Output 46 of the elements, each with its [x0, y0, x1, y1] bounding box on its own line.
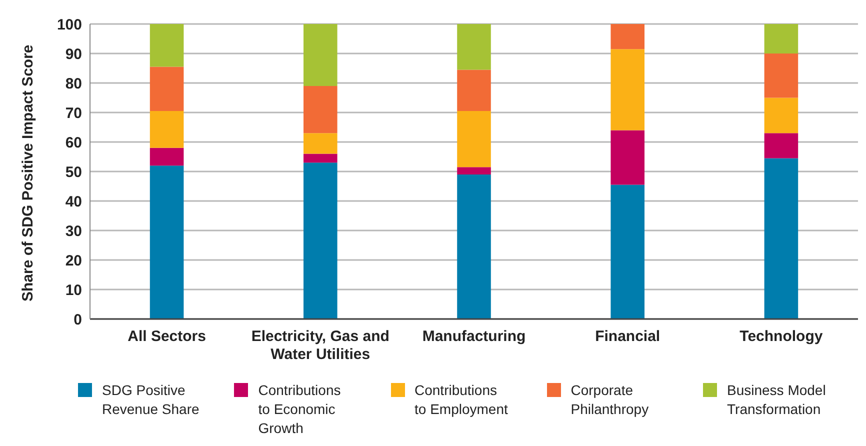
y-axis-title: Share of SDG Positive Impact Score [19, 44, 36, 302]
bar [764, 24, 798, 54]
bar [304, 154, 338, 163]
legend-label: SDG Positive Revenue Share [102, 381, 200, 419]
bar [457, 174, 491, 319]
bar [304, 24, 338, 86]
bar [764, 133, 798, 158]
legend-label: Business Model Transformation [727, 381, 826, 419]
legend-label: Contributions to Economic Growth [258, 381, 341, 438]
legend-label: Corporate Philanthropy [570, 381, 649, 419]
x-tick-label: Manufacturing [422, 328, 526, 345]
bar [457, 167, 491, 174]
bar [150, 166, 184, 319]
bar [150, 148, 184, 166]
bar [304, 86, 338, 134]
bar [150, 111, 184, 148]
bar [457, 111, 491, 168]
bar [764, 54, 798, 98]
x-tick-label: All Sectors [128, 328, 206, 345]
y-tick-label: 70 [65, 104, 82, 122]
y-tick-label: 50 [65, 164, 82, 181]
bar [610, 184, 644, 319]
y-tick-label: 60 [65, 134, 82, 152]
y-tick-label: 90 [65, 46, 82, 63]
y-tick-label: 0 [74, 311, 82, 328]
bar [150, 24, 184, 67]
bar [150, 66, 184, 112]
y-tick-label: 20 [65, 252, 82, 270]
x-tick-label: Financial [595, 328, 660, 345]
bar [457, 24, 491, 70]
x-tick-label: Electricity, Gas and Water Utilities [251, 328, 390, 363]
bar [304, 133, 338, 154]
y-tick-label: 100 [56, 16, 82, 34]
bar [304, 162, 338, 319]
bar [764, 98, 798, 134]
bar [610, 49, 644, 130]
y-tick-label: 80 [65, 75, 82, 92]
bar [610, 24, 644, 50]
x-tick-label: Technology [740, 328, 824, 345]
legend-label: Contributions to Employment [414, 381, 508, 419]
bar [764, 158, 798, 319]
bar [610, 130, 644, 185]
y-tick-label: 40 [65, 193, 82, 210]
y-tick-label: 10 [65, 282, 82, 299]
bar [457, 70, 491, 112]
y-tick-label: 30 [65, 222, 82, 240]
